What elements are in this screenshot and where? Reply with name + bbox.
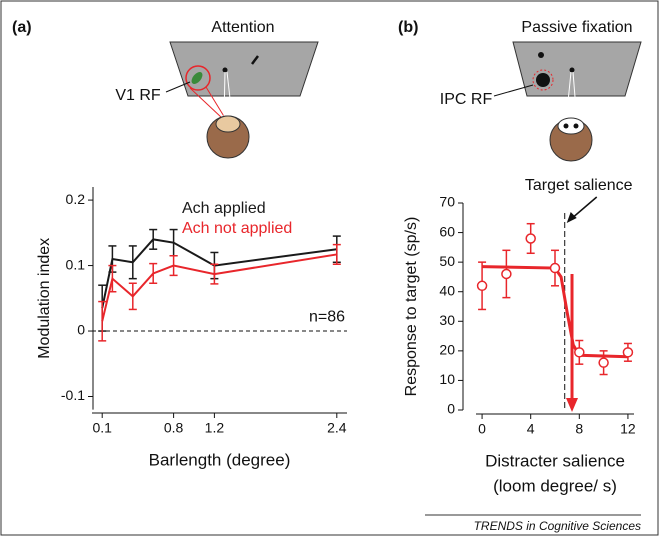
point [622,347,634,358]
annotation-arrowhead [566,212,577,223]
y-tick-label: 40 [439,282,455,298]
y-tick-label: 0.1 [66,256,86,272]
point [574,347,585,358]
x-tick-label: 0.8 [164,420,184,436]
y-tick-label: 30 [439,312,455,328]
x-axis-label: Barlength (degree) [149,450,291,469]
y-tick-label: 70 [439,194,455,210]
source: TRENDS in Cognitive Sciences [474,519,641,533]
panel-label: (b) [398,19,418,36]
illustration-label: IPC RF [440,91,493,108]
y-tick-label: 10 [439,371,455,387]
x-axis-label: Distracter salience [485,451,625,470]
illustration-title: Attention [211,19,274,36]
legend-entry: Ach not applied [182,220,292,237]
x-tick-label: 2.4 [327,420,347,436]
annotation: n=86 [309,308,345,325]
illustration-label: V1 RF [115,87,161,104]
point [525,233,536,244]
drop-arrowhead [566,398,579,412]
legend-entry: Ach applied [182,200,266,217]
y-tick-label: 50 [439,253,455,269]
illustration-b [493,41,642,162]
y-tick-label: 0 [447,401,455,417]
x-tick-label: 12 [620,421,636,437]
panel-label: (a) [12,19,32,36]
x-tick-label: 8 [575,421,583,437]
x-tick-label: 1.2 [205,420,225,436]
x-tick-label: 0 [478,421,486,437]
point [476,280,488,292]
y-tick-label: 0.2 [66,191,86,207]
series-line [101,253,337,322]
y-axis-label: Modulation index [36,238,53,359]
point [549,262,561,274]
y-tick-label: 60 [439,223,455,239]
x-tick-label: 0.1 [92,420,112,436]
point [598,357,609,368]
annotation: Target salience [525,177,633,194]
y-tick-label: 20 [439,342,455,358]
illustration-title: Passive fixation [521,19,632,36]
x-axis-label: (loom degree/ s) [493,476,617,495]
y-tick-label: 0 [77,322,85,338]
y-axis-label: Response to target (sp/s) [403,217,420,397]
x-tick-label: 4 [527,421,535,437]
illustration-a [165,41,319,159]
y-tick-label: -0.1 [61,387,85,403]
point [501,268,512,280]
